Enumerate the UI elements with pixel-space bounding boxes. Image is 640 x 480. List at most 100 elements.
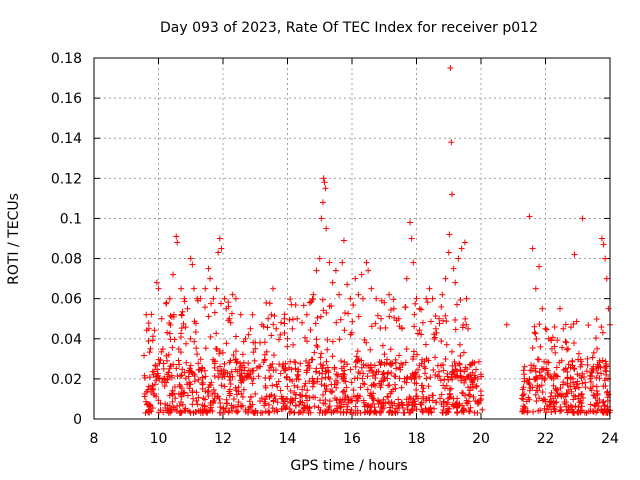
data-point [461,239,468,246]
data-point [461,368,468,375]
data-point [294,384,301,391]
data-point [424,299,431,306]
data-point [578,391,585,398]
y-tick-label: 0.06 [51,292,82,308]
data-point [464,374,471,381]
data-point [438,303,445,310]
data-point [269,360,276,367]
data-point [221,383,228,390]
data-point [408,235,415,242]
data-point [541,405,548,412]
data-point [284,383,291,390]
data-point [211,309,218,316]
data-point [324,336,331,343]
y-tick-labels: 0 0.02 0.04 0.06 0.08 0.1 0.12 0.14 0.16 0.18 [51,51,82,428]
data-point [412,401,419,408]
data-point [235,388,242,395]
data-point [559,344,566,351]
data-point [296,409,303,416]
data-point [258,321,265,328]
data-point [280,361,287,368]
data-point [181,295,188,302]
data-point [564,368,571,375]
data-point [374,312,381,319]
data-point [406,409,413,416]
data-point [324,346,331,353]
data-point [297,360,304,367]
data-point [472,366,479,373]
data-point [185,373,192,380]
data-point [361,403,368,410]
data-point [448,374,455,381]
data-point [317,354,324,361]
data-point [247,367,254,374]
data-point [577,409,584,416]
data-point [387,361,394,368]
data-point [164,402,171,409]
data-point [536,369,543,376]
data-point [239,374,246,381]
data-point [324,364,331,371]
data-point [296,391,303,398]
data-point [433,329,440,336]
data-point [302,380,309,387]
data-point [168,372,175,379]
data-point [407,219,414,226]
data-point [551,323,558,330]
data-point [226,388,233,395]
data-point [228,368,235,375]
data-point [463,321,470,328]
data-point [280,395,287,402]
data-point [366,367,373,374]
data-point [463,295,470,302]
data-point [534,356,541,363]
data-point [217,400,224,407]
data-point [441,398,448,405]
grid-lines [94,58,610,419]
data-point [379,342,386,349]
data-point [466,408,473,415]
data-point [199,379,206,386]
data-point [530,362,537,369]
data-point [427,318,434,325]
data-point [269,285,276,292]
x-tick-labels: 8 10 12 14 16 18 20 22 24 [90,431,619,447]
data-point [163,379,170,386]
data-point [462,364,469,371]
data-point [302,334,309,341]
data-point [163,299,170,306]
data-point [183,340,190,347]
data-point [360,370,367,377]
data-point [521,408,528,415]
data-point [327,388,334,395]
data-point [232,384,239,391]
data-point [338,358,345,365]
data-point [416,305,423,312]
data-point [450,265,457,272]
data-point [221,360,228,367]
data-point [571,409,578,416]
data-point [297,398,304,405]
data-point [189,261,196,268]
data-point [201,396,208,403]
data-point [447,65,454,72]
data-point [373,368,380,375]
data-point [191,378,198,385]
data-point [252,391,259,398]
data-point [210,386,217,393]
y-tick-label: 0.14 [51,131,82,147]
data-point [465,391,472,398]
data-point [306,378,313,385]
data-point [531,329,538,336]
data-point [552,393,559,400]
data-point [251,357,258,364]
data-point [593,383,600,390]
data-point [266,392,273,399]
data-point [329,338,336,345]
data-point [407,395,414,402]
data-point [347,331,354,338]
data-point [295,409,302,416]
data-point [220,367,227,374]
data-point [461,375,468,382]
data-point [422,365,429,372]
